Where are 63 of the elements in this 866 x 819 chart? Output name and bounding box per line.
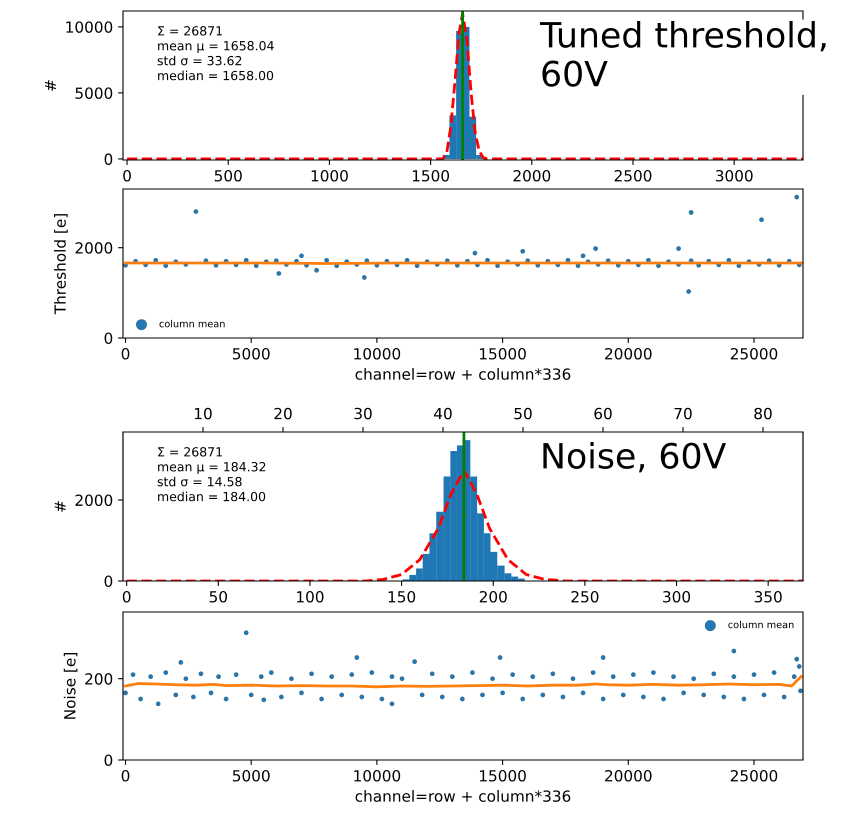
x2-tick-label: 30 xyxy=(354,408,372,420)
y-tick-label: 2000 xyxy=(76,494,112,506)
x2-tick-label: 80 xyxy=(754,408,772,420)
y-tick-label: 0 xyxy=(104,754,112,766)
y-tick-label: 0 xyxy=(104,153,112,165)
x-tick-label: 25000 xyxy=(730,770,778,782)
x-tick-label: 2000 xyxy=(513,170,550,182)
chart-title: Noise, 60V xyxy=(543,442,726,472)
x2-tick-label: 40 xyxy=(434,408,452,420)
x-tick-label: 20000 xyxy=(605,770,652,782)
x-tick-label: 500 xyxy=(214,170,242,182)
x-tick-label: 350 xyxy=(754,590,782,603)
x2-tick-label: 10 xyxy=(194,408,212,420)
y-tick-label: 10000 xyxy=(66,21,112,33)
x-tick-label: 1000 xyxy=(312,170,348,182)
x2-tick-label: 50 xyxy=(514,408,532,420)
x2-tick-label: 70 xyxy=(674,408,692,420)
y-axis-title: # xyxy=(54,501,66,512)
y-tick-label: 0 xyxy=(104,332,112,344)
annotation: mean μ = 184.32 xyxy=(158,462,266,474)
x-tick-label: 5000 xyxy=(232,348,270,360)
x-tick-label: 250 xyxy=(571,590,598,603)
x-tick-label: 0 xyxy=(122,590,131,603)
y-axis-title: # xyxy=(44,80,56,91)
x2-tick-label: 60 xyxy=(594,408,612,420)
x-tick-label: 150 xyxy=(388,590,416,603)
line-series xyxy=(124,675,802,688)
x-tick-label: 100 xyxy=(297,590,324,603)
x-tick-label: 3000 xyxy=(716,170,753,182)
x-tick-label: 300 xyxy=(663,590,690,603)
y-axis-title: Noise [e] xyxy=(64,653,78,719)
y-tick-label: 5000 xyxy=(76,87,112,99)
y-tick-label: 0 xyxy=(104,575,112,588)
x-tick-label: 25000 xyxy=(730,348,778,360)
annotation: median = 184.00 xyxy=(158,492,266,502)
annotation: median = 1658.00 xyxy=(158,70,274,80)
annotation: Σ = 26871 xyxy=(158,447,222,457)
annotation: std σ = 14.58 xyxy=(158,476,242,486)
y-tick-label: 200 xyxy=(85,673,112,685)
x-tick-label: 15000 xyxy=(480,348,526,360)
x-tick-label: 0 xyxy=(122,770,130,782)
text: Tuned threshold, 60V xyxy=(540,21,826,87)
annotation: Σ = 26871 xyxy=(158,26,222,36)
x-tick-label: 0 xyxy=(122,348,130,360)
x-tick-label: 15000 xyxy=(480,770,526,782)
legend-label: column mean xyxy=(728,620,794,628)
x-axis-title: channel=row + column*336 xyxy=(356,368,570,380)
legend-label: column mean xyxy=(160,320,225,328)
x-tick-label: 0 xyxy=(123,170,131,182)
x-tick-label: 10000 xyxy=(354,770,400,782)
x-tick-label: 5000 xyxy=(232,770,270,782)
y-axis-title: Threshold [e] xyxy=(54,214,68,314)
y-tick-label: 2000 xyxy=(76,242,112,254)
x-tick-label: 1500 xyxy=(412,170,450,182)
x-axis-title: channel=row + column*336 xyxy=(356,790,570,802)
x-tick-label: 20000 xyxy=(605,348,652,360)
x-tick-label: 2500 xyxy=(614,170,652,182)
x2-tick-label: 20 xyxy=(274,408,292,420)
annotation: mean μ = 1658.04 xyxy=(158,41,274,53)
x-tick-label: 200 xyxy=(480,590,507,603)
annotation: std σ = 33.62 xyxy=(158,56,242,66)
x-tick-label: 10000 xyxy=(354,348,400,360)
x-tick-label: 50 xyxy=(210,590,228,603)
